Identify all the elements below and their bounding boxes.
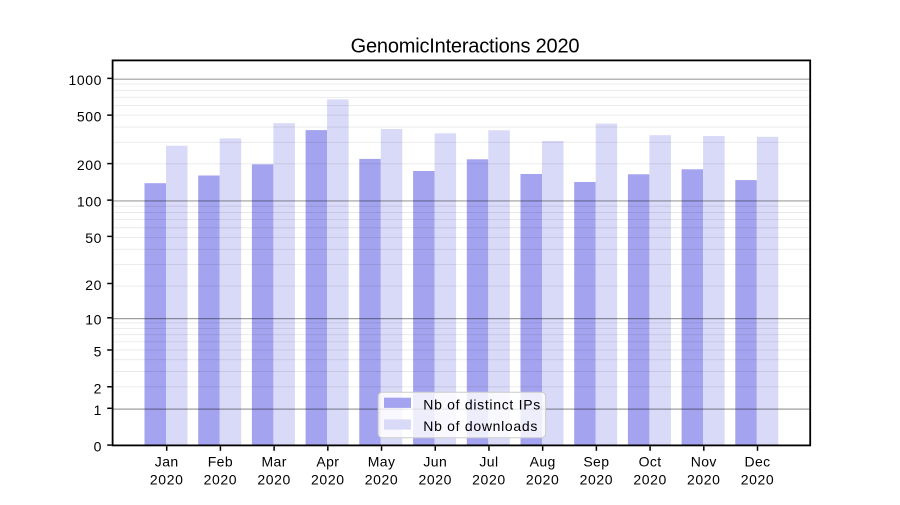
svg-text:200: 200	[77, 157, 102, 173]
svg-text:2020: 2020	[418, 472, 452, 488]
svg-text:Jan: Jan	[155, 453, 179, 469]
svg-text:1: 1	[94, 402, 102, 418]
svg-text:Jun: Jun	[423, 453, 447, 469]
svg-text:5: 5	[94, 344, 102, 360]
svg-text:50: 50	[85, 230, 102, 246]
svg-text:0: 0	[94, 439, 102, 455]
svg-text:10: 10	[85, 311, 102, 327]
svg-text:2020: 2020	[741, 472, 775, 488]
svg-text:2020: 2020	[150, 472, 184, 488]
svg-text:2020: 2020	[687, 472, 721, 488]
svg-text:500: 500	[77, 109, 102, 125]
svg-text:2020: 2020	[472, 472, 506, 488]
svg-text:GenomicInteractions 2020: GenomicInteractions 2020	[351, 36, 580, 58]
svg-text:Aug: Aug	[530, 453, 556, 469]
svg-text:2020: 2020	[580, 472, 614, 488]
svg-text:Feb: Feb	[208, 453, 233, 469]
svg-text:20: 20	[85, 277, 102, 293]
svg-text:Jul: Jul	[479, 453, 498, 469]
svg-text:1000: 1000	[68, 72, 102, 88]
svg-text:Sep: Sep	[583, 453, 609, 469]
svg-text:2020: 2020	[311, 472, 345, 488]
svg-text:Dec: Dec	[744, 453, 770, 469]
svg-text:2: 2	[94, 380, 102, 396]
svg-text:100: 100	[77, 194, 102, 210]
svg-text:2020: 2020	[365, 472, 399, 488]
svg-text:Mar: Mar	[261, 453, 286, 469]
svg-text:Oct: Oct	[639, 453, 662, 469]
svg-text:May: May	[368, 453, 396, 469]
svg-text:Nb of downloads: Nb of downloads	[423, 418, 538, 434]
svg-text:Nov: Nov	[691, 453, 717, 469]
svg-text:2020: 2020	[633, 472, 667, 488]
svg-text:2020: 2020	[204, 472, 238, 488]
svg-text:Apr: Apr	[316, 453, 339, 469]
svg-text:2020: 2020	[526, 472, 560, 488]
svg-text:Nb of distinct IPs: Nb of distinct IPs	[423, 396, 541, 412]
svg-text:2020: 2020	[257, 472, 291, 488]
